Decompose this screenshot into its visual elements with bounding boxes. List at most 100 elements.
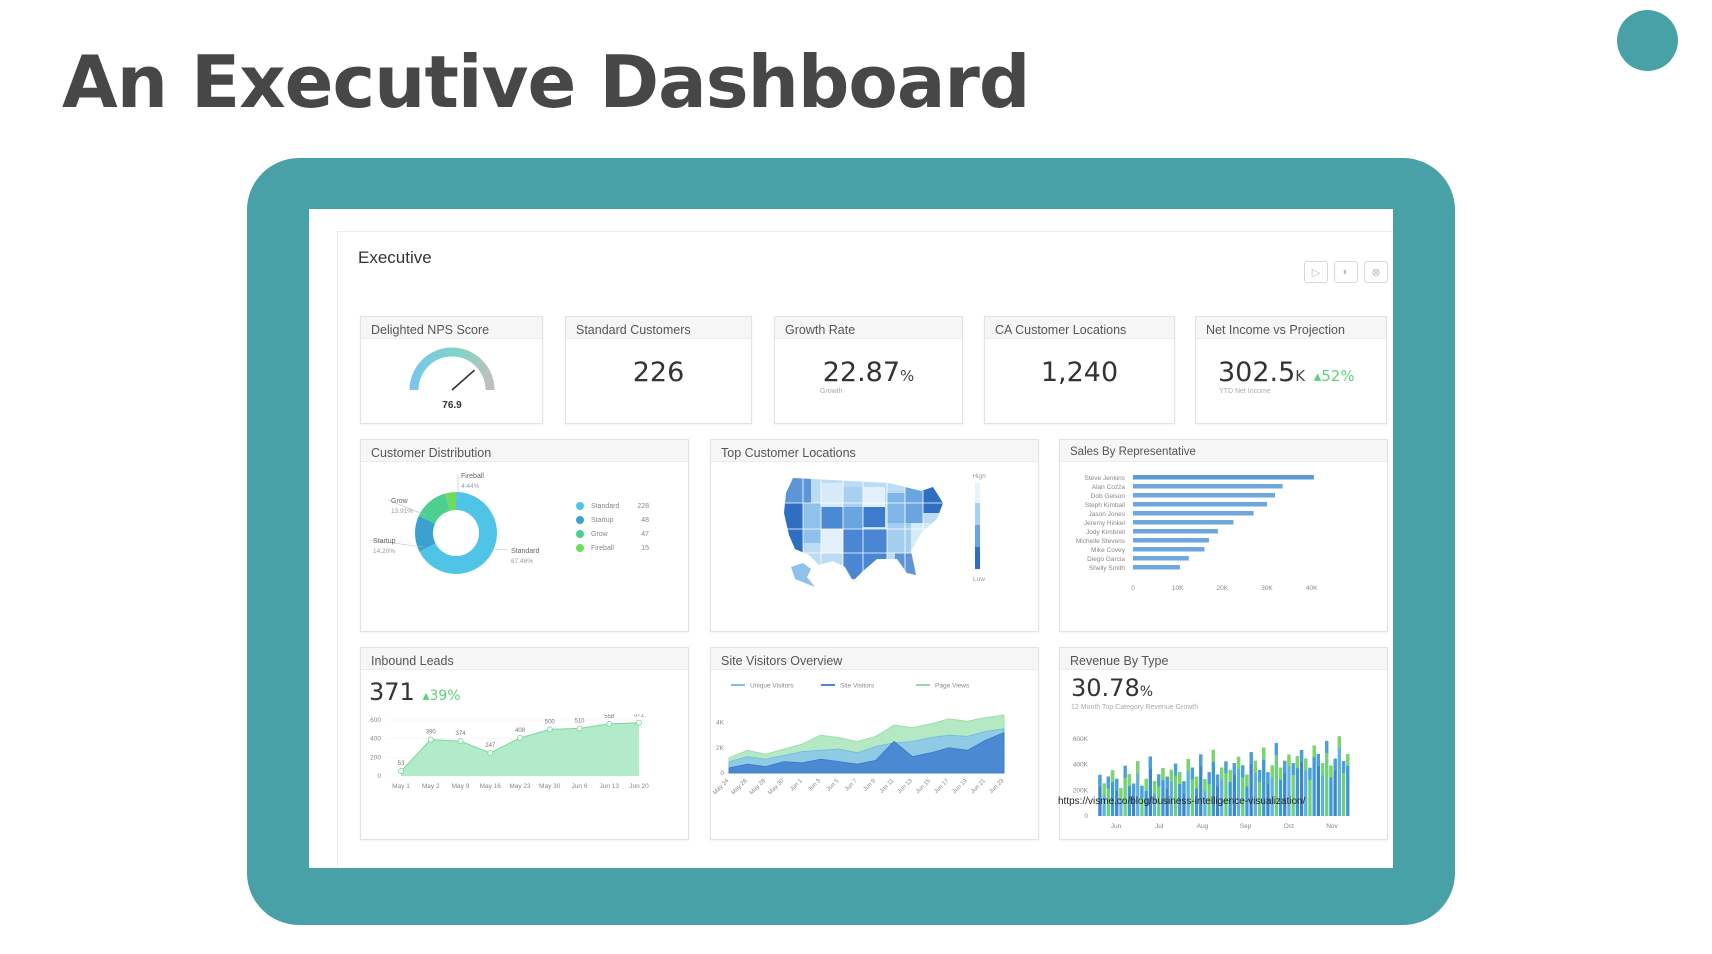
rep-name: Steve Jenkins: [1085, 475, 1126, 482]
leads-x-tick: May 30: [539, 783, 561, 790]
revenue-bar: [1274, 743, 1278, 816]
inbound-leads-card[interactable]: Inbound Leads 371 ▴39% 600 400 200 0 53 390 37…: [360, 647, 689, 840]
revenue-bar: [1169, 769, 1173, 816]
revenue-bar: [1249, 752, 1253, 816]
revenue-bar-top: [1102, 783, 1106, 796]
growth-rate-card[interactable]: Growth Rate 22.87% Growth: [774, 316, 963, 424]
close-icon[interactable]: ⊗: [1364, 261, 1388, 283]
source-url[interactable]: https://visme.co/blog/business-intellige…: [1058, 796, 1306, 807]
leads-point: [517, 734, 523, 741]
revenue-sub: 12 Month Top Category Revenue Growth: [1071, 704, 1199, 711]
revenue-bar: [1232, 763, 1236, 816]
donut-label-name: Fireball: [461, 473, 484, 480]
nps-card[interactable]: Delighted NPS Score 76.9: [360, 316, 543, 424]
revenue-bar: [1148, 756, 1152, 816]
revenue-bar: [1224, 761, 1228, 816]
rep-bar: [1133, 529, 1218, 534]
revenue-bar-top: [1291, 763, 1295, 776]
revenue-x-tick: Jul: [1155, 823, 1164, 830]
revenue-bar-top: [1262, 747, 1266, 760]
top-locations-card[interactable]: Top Customer Locations: [710, 439, 1039, 632]
donut-label-name: Startup: [373, 538, 396, 545]
revenue-bar: [1102, 783, 1106, 816]
revenue-bar: [1291, 763, 1295, 816]
revenue-bar: [1333, 758, 1337, 816]
net-income-sub: YTD Net Income: [1219, 388, 1271, 395]
theme-icon[interactable]: ◐: [1334, 261, 1358, 283]
leads-x-tick: May 2: [422, 783, 440, 790]
rep-name: Diego Garcia: [1087, 556, 1125, 563]
revenue-bar-top: [1325, 740, 1329, 753]
revenue-bar: [1245, 774, 1249, 816]
revenue-bar: [1190, 767, 1194, 816]
standard-customers-card[interactable]: Standard Customers 226: [565, 316, 752, 424]
revenue-bar-top: [1123, 765, 1127, 778]
alaska: [791, 563, 815, 587]
rep-axis-tick: 30K: [1261, 585, 1273, 592]
revenue-bar: [1199, 754, 1203, 816]
legend-count: 47: [641, 531, 649, 538]
revenue-bar: [1186, 758, 1190, 816]
donut-label-name: Standard: [511, 548, 540, 555]
leads-data-label: 247: [485, 743, 496, 749]
revenue-bar-top: [1207, 772, 1211, 785]
revenue-bar: [1106, 776, 1110, 816]
revenue-bar-top: [1098, 774, 1102, 787]
site-visitors-chart: Unique Visitors Site Visitors Page Views 4K…: [712, 683, 1006, 797]
nps-gauge: 76.9: [409, 347, 495, 411]
standard-customers-title: Standard Customers: [566, 317, 751, 339]
revenue-bar: [1220, 767, 1224, 816]
revenue-bar-top: [1266, 772, 1270, 785]
rep-name: Alan Cozza: [1092, 484, 1126, 491]
legend-swatch: [576, 502, 584, 510]
donut-label-name: Grow: [391, 498, 409, 505]
revenue-bar-top: [1199, 754, 1203, 767]
revenue-y-tick: 600K: [1073, 736, 1089, 743]
dashboard-toolbar: ▷ ◐ ⊗: [1304, 261, 1388, 283]
top-locations-title: Top Customer Locations: [711, 440, 1038, 462]
revenue-x-tick: Oct: [1284, 823, 1294, 830]
rep-bar: [1133, 565, 1180, 570]
revenue-bar-top: [1148, 756, 1152, 769]
visitors-x-tick: Jun 21: [970, 778, 987, 795]
donut-label-pct: 13.91%: [391, 508, 413, 515]
revenue-bar-top: [1283, 760, 1287, 773]
revenue-bar: [1098, 774, 1102, 816]
leads-data-label: 571: [634, 714, 645, 719]
inbound-leads-title: Inbound Leads: [361, 648, 688, 670]
growth-rate-title: Growth Rate: [775, 317, 962, 339]
revenue-bar: [1140, 785, 1144, 816]
site-visitors-card[interactable]: Site Visitors Overview Unique Visitors Si…: [710, 647, 1039, 840]
revenue-bar: [1215, 774, 1220, 816]
legend-swatch: [576, 516, 584, 524]
rep-bar: [1133, 502, 1267, 507]
rep-name: Jeremy Hinkel: [1084, 520, 1126, 527]
revenue-bar-top: [1127, 774, 1131, 787]
legend-label: Grow: [591, 531, 609, 538]
revenue-bar-top: [1241, 765, 1245, 778]
revenue-bar: [1127, 774, 1131, 816]
visitors-x-tick: Jun 3: [807, 778, 822, 793]
customer-distribution-card[interactable]: Customer Distribution Standard 67.46% Stan…: [360, 439, 689, 632]
revenue-bar: [1236, 756, 1241, 816]
revenue-bar: [1312, 745, 1316, 816]
revenue-by-type-card[interactable]: Revenue By Type 30.78% 12 Month Top Cate…: [1059, 647, 1388, 840]
revenue-x-tick: Aug: [1197, 823, 1209, 830]
revenue-bar-top: [1270, 765, 1274, 778]
revenue-bar-top: [1157, 774, 1161, 787]
legend-low: Low: [973, 576, 985, 583]
revenue-bar-top: [1249, 752, 1253, 765]
revenue-bar: [1173, 763, 1178, 816]
rep-bar: [1133, 556, 1189, 561]
revenue-bar: [1337, 736, 1341, 816]
sales-by-rep-card[interactable]: Sales By Representative Steve Jenkins Ala…: [1059, 439, 1388, 632]
leads-y-tick: 200: [370, 754, 381, 761]
revenue-bar-top: [1178, 772, 1182, 785]
net-income-card[interactable]: Net Income vs Projection 302.5K ▴52% YTD…: [1195, 316, 1387, 424]
play-icon[interactable]: ▷: [1304, 261, 1328, 283]
revenue-bar-top: [1308, 767, 1312, 780]
ca-locations-card[interactable]: CA Customer Locations 1,240: [984, 316, 1175, 424]
revenue-x-tick: Jun: [1111, 823, 1122, 830]
leads-point: [576, 725, 583, 732]
rep-name: Michelle Stevens: [1076, 538, 1126, 545]
